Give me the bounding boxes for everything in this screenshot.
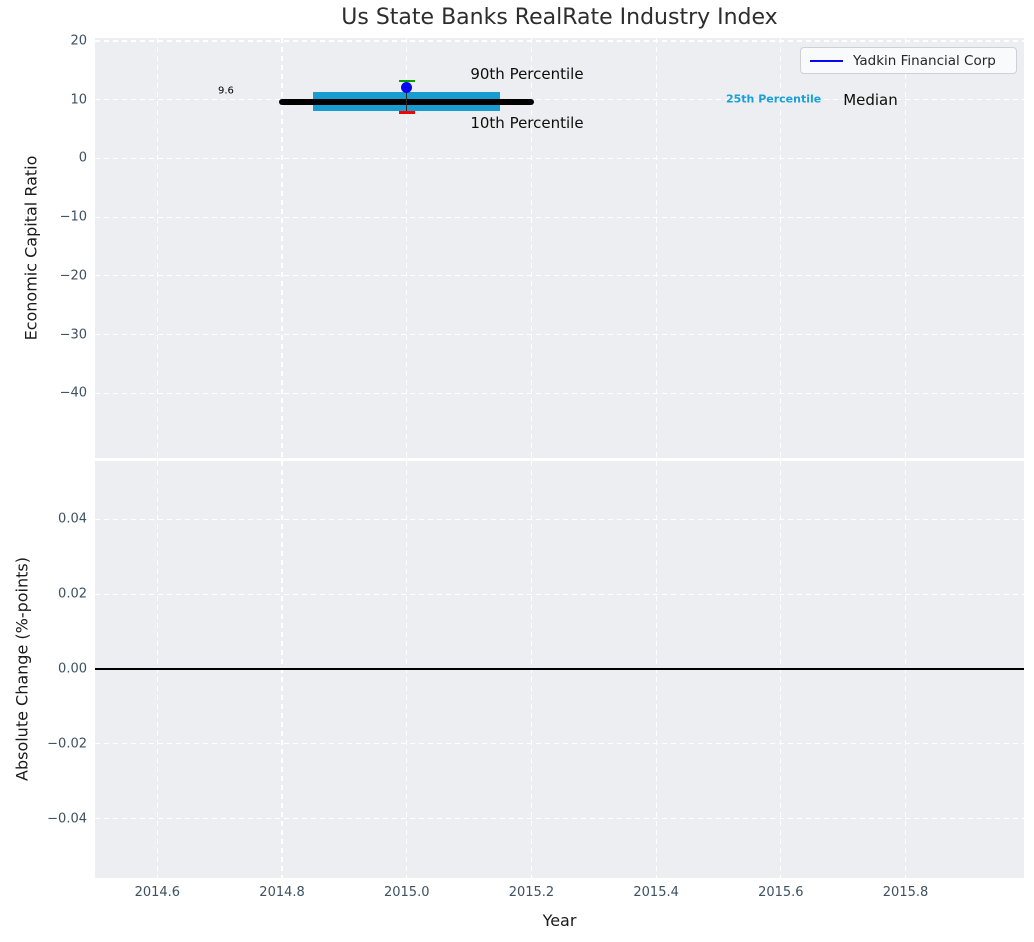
annotation-90th-percentile: 90th Percentile	[470, 64, 584, 83]
chart-title: Us State Banks RealRate Industry Index	[341, 5, 778, 30]
annotation-10th-percentile: 10th Percentile	[470, 113, 584, 132]
gridline-horizontal	[95, 593, 1024, 595]
annotation-median: Median	[843, 91, 898, 110]
y-tick-label: −10	[59, 209, 87, 225]
percentile-90-cap	[398, 79, 415, 83]
y-tick-label: −20	[59, 268, 87, 284]
bottom-axes-absolute-change	[95, 461, 1024, 878]
annotation-25th-percentile: 25th Percentile	[725, 92, 822, 106]
top-axes-economic-capital-ratio: 9.6 90th Percentile 10th Percentile 25th Pe…	[95, 38, 1024, 458]
gridline-horizontal	[95, 392, 1024, 394]
y-tick-label: 0.04	[58, 511, 87, 527]
gridline-vertical	[406, 38, 408, 458]
gridline-vertical	[904, 38, 907, 458]
gridline-horizontal	[95, 518, 1024, 520]
x-tick-label: 2014.8	[259, 885, 305, 900]
percentile-10-cap	[398, 111, 415, 114]
gridline-vertical	[281, 38, 283, 458]
x-axis-label: Year	[542, 911, 577, 930]
annotation-9-6: 9.6	[217, 85, 234, 97]
y-tick-label: 0.00	[58, 661, 87, 677]
x-tick-label: 2014.6	[134, 885, 181, 900]
x-tick-label: 2015.2	[508, 885, 555, 900]
gridline-horizontal	[95, 275, 1024, 277]
gridline-horizontal	[95, 99, 1024, 101]
y-tick-label: 0	[78, 150, 87, 166]
gridline-vertical	[655, 38, 657, 458]
y-tick-label: −0.04	[47, 811, 87, 827]
series-data-point	[401, 81, 413, 93]
y-tick-label: −30	[59, 327, 87, 343]
legend-line-swatch	[810, 59, 843, 62]
gridline-horizontal	[95, 743, 1024, 745]
y-tick-label: −0.02	[47, 736, 87, 752]
y-tick-label: 0.02	[58, 586, 87, 602]
x-tick-label: 2015.8	[882, 885, 929, 900]
gridline-vertical	[530, 38, 533, 458]
gridline-vertical	[780, 38, 782, 458]
gridline-horizontal	[95, 216, 1024, 218]
y-tick-label: 20	[70, 33, 87, 49]
gridline-vertical	[156, 38, 158, 458]
x-tick-label: 2015.6	[758, 885, 804, 900]
y-tick-label: 10	[70, 92, 87, 108]
y-tick-label: −40	[59, 385, 87, 401]
gridline-horizontal	[95, 157, 1024, 159]
zero-line	[95, 668, 1024, 670]
gridline-horizontal	[95, 817, 1024, 820]
percentile-whisker-line	[406, 80, 408, 113]
gridline-horizontal	[95, 40, 1024, 42]
legend-label: Yadkin Financial Corp	[853, 52, 996, 69]
gridline-horizontal	[95, 334, 1024, 336]
legend: Yadkin Financial Corp	[800, 47, 1017, 74]
x-tick-label: 2015.4	[633, 885, 679, 900]
top-y-axis-label: Economic Capital Ratio	[21, 155, 41, 341]
x-tick-label: 2015.0	[383, 885, 430, 900]
